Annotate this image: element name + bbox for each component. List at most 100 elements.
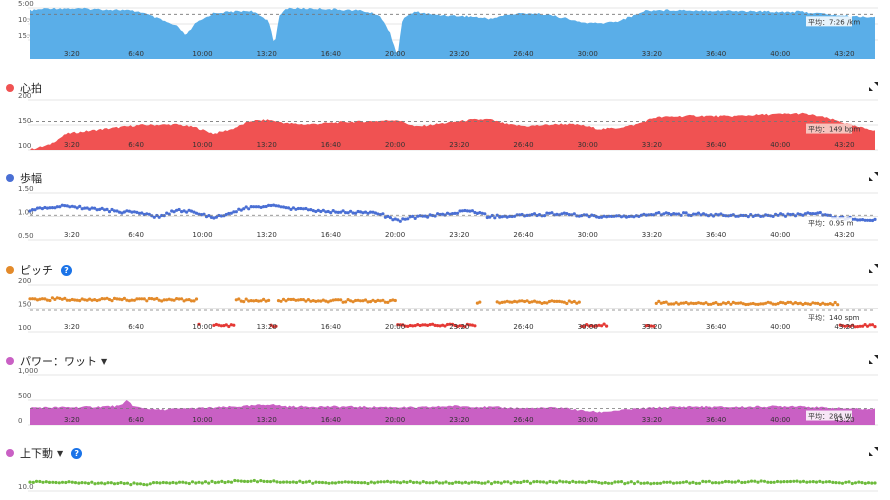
vertical-oscillation-data-point: [788, 479, 793, 484]
stride-data-point: [684, 211, 688, 215]
cadence-expand-icon[interactable]: [869, 264, 878, 273]
cadence-data-point: [167, 297, 171, 301]
cadence-data-point: [247, 299, 251, 303]
stride-data-point: [110, 207, 114, 212]
vertical-oscillation-expand-icon[interactable]: [869, 447, 878, 456]
stride-data-point: [672, 212, 676, 216]
vertical-oscillation-data-point: [135, 482, 139, 486]
stride-x-tick-label: 16:40: [321, 231, 341, 239]
cadence-data-point: [172, 298, 176, 302]
stride-data-point: [803, 212, 808, 216]
heart-rate-expand-icon[interactable]: [869, 82, 878, 91]
vertical-oscillation-data-point: [847, 480, 851, 484]
stride-data-point: [547, 211, 552, 215]
power-x-tick-label: 23:20: [449, 416, 469, 424]
stride-data-point: [602, 214, 606, 218]
vertical-oscillation-data-point: [493, 480, 497, 484]
cadence-data-point: [831, 303, 835, 307]
stride-data-point: [366, 211, 370, 215]
vertical-oscillation-data-point: [249, 479, 253, 483]
cadence-data-point: [751, 301, 755, 306]
stride-data-point: [808, 212, 813, 216]
power-x-tick-label: 36:40: [706, 416, 726, 424]
stride-data-point: [272, 203, 276, 207]
vertical-oscillation-help-icon[interactable]: ?: [71, 447, 83, 459]
heart-rate-x-tick-label: 43:20: [834, 141, 854, 149]
stride-data-point: [291, 206, 295, 210]
cadence-data-point: [577, 300, 581, 304]
vertical-oscillation-title[interactable]: 上下動 ▼ ?: [6, 445, 83, 461]
stride-data-point: [793, 214, 798, 218]
stride-data-point: [100, 206, 104, 210]
cadence-data-point: [356, 298, 360, 302]
cadence-data-point: [294, 298, 298, 302]
stride-data-point: [257, 205, 261, 209]
cadence-data-point: [428, 323, 432, 327]
stride-data-point: [445, 211, 450, 215]
stride-data-point: [861, 218, 865, 222]
vertical-oscillation-data-point: [38, 479, 42, 484]
vertical-oscillation-data-point: [73, 481, 78, 485]
cadence-data-point: [769, 301, 773, 305]
stride-expand-icon[interactable]: [869, 172, 878, 181]
vertical-oscillation-data-point: [717, 481, 721, 485]
vertical-oscillation-data-point: [259, 479, 263, 483]
cadence-data-point: [185, 298, 189, 302]
vertical-oscillation-data-point: [613, 480, 617, 484]
vertical-oscillation-data-point: [844, 480, 848, 484]
stride-data-point: [80, 207, 84, 211]
stride-data-point: [299, 206, 303, 211]
stride-data-point: [801, 213, 805, 217]
cadence-data-point: [465, 322, 469, 326]
vertical-oscillation-data-point: [463, 480, 468, 484]
stride-data-point: [157, 215, 161, 219]
vertical-oscillation-data-point: [171, 480, 175, 485]
stride-data-point: [294, 207, 298, 211]
power-x-tick-label: 13:20: [257, 416, 277, 424]
cadence-data-point: [724, 302, 728, 306]
cadence-data-point: [736, 301, 740, 305]
cadence-legend-dot: [6, 266, 14, 274]
pace-x-tick-label: 10:00: [192, 50, 212, 58]
cadence-data-point: [734, 301, 738, 305]
stride-data-point: [152, 215, 156, 219]
cadence-data-point: [189, 299, 194, 303]
vertical-oscillation-data-point: [577, 480, 581, 484]
stride-data-point: [587, 215, 591, 219]
cadence-data-point: [187, 298, 191, 302]
power-title[interactable]: パワー：ワット ▼: [6, 353, 107, 369]
cadence-x-tick-label: 10:00: [192, 323, 212, 331]
vertical-oscillation-data-point: [411, 480, 416, 485]
cadence-data-point: [550, 299, 554, 303]
vertical-oscillation-data-point: [694, 481, 698, 485]
cadence-data-point: [249, 299, 253, 303]
cadence-data-point: [654, 301, 658, 305]
vertical-oscillation-data-point: [541, 480, 546, 484]
stride-data-point: [771, 214, 775, 218]
power-expand-icon[interactable]: [869, 355, 878, 364]
stride-x-tick-label: 10:00: [192, 231, 212, 239]
stride-data-point: [488, 215, 492, 219]
cadence-data-point: [301, 298, 305, 302]
vertical-oscillation-data-point: [242, 479, 247, 483]
vertical-oscillation-data-point: [424, 481, 429, 485]
cadence-x-tick-label: 23:20: [449, 323, 469, 331]
vertical-oscillation-data-point: [853, 481, 858, 485]
stride-data-point: [60, 203, 64, 207]
pace-x-tick-label: 43:20: [834, 50, 854, 58]
cadence-data-point: [110, 299, 114, 303]
stride-data-point: [115, 209, 119, 213]
stride-data-point: [45, 206, 50, 210]
stride-data-point: [93, 206, 97, 210]
cadence-data-point: [65, 298, 69, 302]
cadence-data-point: [55, 296, 59, 300]
stride-data-point: [321, 208, 325, 212]
cadence-data-point: [142, 297, 146, 301]
vertical-oscillation-dropdown-caret-icon[interactable]: ▼: [57, 448, 64, 458]
cadence-data-point: [595, 324, 599, 328]
cadence-help-icon[interactable]: ?: [61, 264, 72, 276]
power-dropdown-caret-icon[interactable]: ▼: [101, 356, 108, 366]
stride-data-point: [463, 208, 467, 213]
cadence-data-point: [565, 301, 569, 306]
cadence-data-point: [473, 324, 477, 328]
